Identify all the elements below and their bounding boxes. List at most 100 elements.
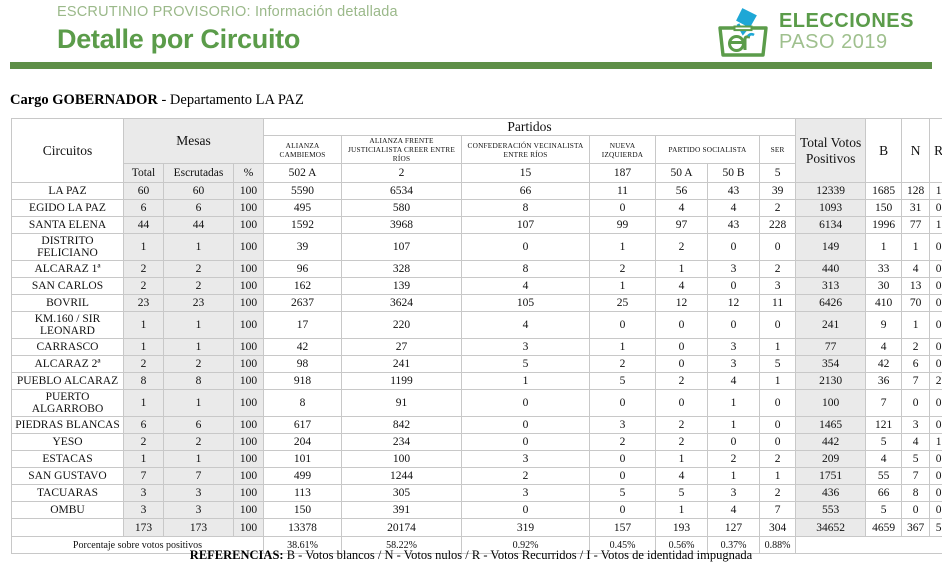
- cell-b: 121: [865, 416, 903, 434]
- cell-circuito: LA PAZ: [11, 182, 124, 200]
- cell-mesas-total: 1: [123, 450, 164, 468]
- cell-mesas-escrutadas: 1: [163, 338, 234, 356]
- cell-party-votes-4: 2: [655, 433, 709, 451]
- table-row: LA PAZ 60 60 100 5590 6534 66 11 56 43 39 12339 1685…: [11, 182, 942, 200]
- cell-party-votes-6: 2: [759, 484, 797, 502]
- cell-mesas-total: 2: [123, 277, 164, 295]
- cell-party-votes-6: 2: [759, 260, 797, 278]
- header-left-stripe: [0, 0, 10, 62]
- cell-party-votes-0: 39: [263, 233, 343, 261]
- cell-party-votes-4: 56: [655, 182, 709, 200]
- cell-party-votes-3: 11: [589, 182, 657, 200]
- table-row: SANTA ELENA 44 44 100 1592 3968 107 99 97 43 228 61…: [11, 216, 942, 234]
- page-header: ESCRUTINIO PROVISORIO: Información detal…: [0, 0, 942, 62]
- cell-mesas-escrutadas: 8: [163, 372, 234, 390]
- cell-party-votes-5: 3: [707, 338, 761, 356]
- cell-mesas-pct: 100: [232, 416, 265, 434]
- cell-circuito: ALCARAZ 1ª: [11, 260, 124, 278]
- cell-party-votes-1: 3968: [341, 216, 463, 234]
- ballot-box-icon: [718, 5, 768, 57]
- cell-totals-party-votes-0: 13378: [263, 518, 343, 537]
- cell-party-votes-6: 3: [759, 277, 797, 295]
- cell-party-votes-6: 0: [759, 389, 797, 417]
- cell-b: 7: [865, 389, 903, 417]
- references-label: REFERENCIAS:: [189, 548, 284, 562]
- cell-totals-r: 5: [929, 518, 942, 537]
- cell-total-votos-positivos: 1093: [795, 199, 867, 217]
- cell-total-votos-positivos: 12339: [795, 182, 867, 200]
- cell-mesas-total: 2: [123, 355, 164, 373]
- cell-r: 0: [929, 294, 942, 312]
- table-row: SAN CARLOS2210016213941403313301300356: [11, 277, 942, 295]
- cell-circuito: OMBU: [11, 501, 124, 519]
- cell-r: 0: [929, 501, 942, 519]
- cell-mesas-escrutadas: 1: [163, 450, 234, 468]
- cell-r: 0: [929, 355, 942, 373]
- header-party-number-5: 5: [759, 163, 797, 183]
- references-text: B - Votos blancos / N - Votos nulos / R …: [283, 548, 753, 562]
- cell-mesas-total: 1: [123, 233, 164, 261]
- cell-percent-value-3: 0.45%: [589, 536, 657, 554]
- cell-party-votes-3: 1: [589, 338, 657, 356]
- cell-party-votes-2: 0: [461, 433, 591, 451]
- cell-b: 4: [865, 338, 903, 356]
- cell-circuito: DISTRITO FELICIANO: [11, 233, 124, 261]
- cell-mesas-pct: 100: [232, 355, 265, 373]
- cell-party-votes-2: 0: [461, 233, 591, 261]
- cell-mesas-total: 1: [123, 338, 164, 356]
- cell-mesas-pct: 100: [232, 311, 265, 339]
- cell-n: 70: [901, 294, 931, 312]
- cell-r: 0: [929, 389, 942, 417]
- cell-party-votes-1: 328: [341, 260, 463, 278]
- cell-party-votes-4: 1: [655, 501, 709, 519]
- cell-party-votes-0: 1592: [263, 216, 343, 234]
- cell-circuito: PIEDRAS BLANCAS: [11, 416, 124, 434]
- cell-circuito: EGIDO LA PAZ: [11, 199, 124, 217]
- cell-b: 1685: [865, 182, 903, 200]
- cell-n: 128: [901, 182, 931, 200]
- table-row: OMBU33100150391001475535000558: [11, 501, 942, 519]
- cell-total-votos-positivos: 354: [795, 355, 867, 373]
- table-totals-row: 173 173 100 13378 20174 319 157 193 127 304 34652 4…: [11, 518, 942, 537]
- cell-total-votos-positivos: 241: [795, 311, 867, 339]
- cell-b: 33: [865, 260, 903, 278]
- cell-party-votes-1: 27: [341, 338, 463, 356]
- cell-mesas-total: 23: [123, 294, 164, 312]
- cell-party-votes-1: 580: [341, 199, 463, 217]
- table-row: DISTRITO FELICIANO1110039107012001491100…: [11, 233, 942, 261]
- cell-party-votes-1: 139: [341, 277, 463, 295]
- cell-party-votes-5: 0: [707, 277, 761, 295]
- cell-mesas-pct: 100: [232, 372, 265, 390]
- cell-mesas-total: 1: [123, 311, 164, 339]
- cell-party-votes-3: 0: [589, 501, 657, 519]
- cell-mesas-escrutadas: 2: [163, 433, 234, 451]
- cell-totals-party-votes-5: 127: [707, 518, 761, 537]
- table-row: PIEDRAS BLANCAS 6 6 100 617 842 0 3 2 1 0 1465 121 3 0…: [11, 416, 942, 434]
- cell-circuito: SANTA ELENA: [11, 216, 124, 234]
- cell-party-votes-4: 4: [655, 199, 709, 217]
- cell-party-votes-1: 91: [341, 389, 463, 417]
- cell-party-votes-1: 1244: [341, 467, 463, 485]
- cell-percent-value-1: 58.22%: [341, 536, 463, 554]
- cell-mesas-pct: 100: [232, 338, 265, 356]
- header-circuitos: Circuitos: [11, 118, 124, 183]
- cell-n: 1: [901, 311, 931, 339]
- table-row: KM.160 / SIR LEONARD 1 1 100 17 220 4 0 0 0 0 241 9 1…: [11, 311, 942, 339]
- header-party-alianza-cambiemos: ALIANZA CAMBIEMOS: [263, 135, 343, 164]
- cell-party-votes-3: 2: [589, 433, 657, 451]
- cell-percent-value-5: 0.37%: [707, 536, 761, 554]
- cell-party-votes-0: 2637: [263, 294, 343, 312]
- cell-party-votes-2: 3: [461, 450, 591, 468]
- logo-line-paso-2019: PASO 2019: [778, 30, 888, 53]
- header-mesas-pct: %: [232, 163, 265, 183]
- cell-b: 55: [865, 467, 903, 485]
- cell-mesas-total: 2: [123, 260, 164, 278]
- header-mesas-escrutadas: Escrutadas: [163, 163, 234, 183]
- cell-party-votes-2: 3: [461, 338, 591, 356]
- cell-totals-mesas-escrutadas: 173: [163, 518, 234, 537]
- cell-party-votes-1: 234: [341, 433, 463, 451]
- cell-b: 36: [865, 372, 903, 390]
- cell-total-votos-positivos: 1751: [795, 467, 867, 485]
- cell-total-votos-positivos: 209: [795, 450, 867, 468]
- cell-mesas-total: 60: [123, 182, 164, 200]
